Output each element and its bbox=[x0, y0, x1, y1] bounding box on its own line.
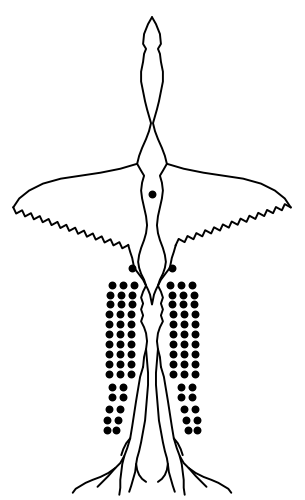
Point bbox=[107, 370, 112, 378]
Point bbox=[107, 320, 112, 328]
Point bbox=[107, 330, 112, 338]
Point bbox=[129, 350, 134, 358]
Point bbox=[189, 382, 194, 390]
Point bbox=[170, 320, 175, 328]
Point bbox=[192, 320, 197, 328]
Point bbox=[107, 404, 112, 412]
Point bbox=[180, 300, 185, 308]
Point bbox=[192, 404, 197, 412]
Point bbox=[183, 416, 188, 424]
Point bbox=[192, 330, 197, 338]
Point bbox=[178, 280, 183, 288]
Point bbox=[119, 290, 124, 298]
Point bbox=[191, 300, 196, 308]
Point bbox=[107, 310, 112, 318]
Point bbox=[108, 300, 113, 308]
Point bbox=[181, 310, 186, 318]
Point bbox=[118, 404, 123, 412]
Point bbox=[192, 370, 197, 378]
Point bbox=[110, 382, 115, 390]
Point bbox=[170, 330, 175, 338]
Point bbox=[110, 392, 115, 400]
Point bbox=[181, 350, 186, 358]
Point bbox=[118, 330, 123, 338]
Point bbox=[149, 190, 154, 198]
Point bbox=[169, 290, 174, 298]
Point bbox=[119, 300, 124, 308]
Point bbox=[189, 392, 194, 400]
Point bbox=[132, 280, 137, 288]
Point bbox=[170, 350, 175, 358]
Point bbox=[180, 290, 185, 298]
Point bbox=[129, 360, 134, 368]
Point bbox=[181, 360, 186, 368]
Point bbox=[181, 404, 186, 412]
Point bbox=[118, 310, 123, 318]
Point bbox=[121, 392, 126, 400]
Point bbox=[129, 310, 134, 318]
Point bbox=[114, 426, 119, 434]
Point bbox=[169, 264, 174, 272]
Point bbox=[191, 290, 196, 298]
Point bbox=[178, 392, 183, 400]
Point bbox=[170, 340, 175, 348]
Point bbox=[105, 426, 110, 434]
Point bbox=[189, 280, 194, 288]
Point bbox=[170, 310, 175, 318]
Point bbox=[130, 290, 135, 298]
Point bbox=[181, 320, 186, 328]
Point bbox=[181, 340, 186, 348]
Point bbox=[116, 416, 121, 424]
Point bbox=[118, 340, 123, 348]
Point bbox=[130, 300, 135, 308]
Point bbox=[181, 370, 186, 378]
Point bbox=[194, 416, 199, 424]
Point bbox=[181, 330, 186, 338]
Point bbox=[185, 426, 190, 434]
Point bbox=[107, 350, 112, 358]
Point bbox=[107, 360, 112, 368]
Point bbox=[169, 300, 174, 308]
Point bbox=[192, 350, 197, 358]
Point bbox=[129, 340, 134, 348]
Point bbox=[105, 416, 110, 424]
Point bbox=[107, 340, 112, 348]
Point bbox=[130, 264, 135, 272]
Point bbox=[192, 360, 197, 368]
Point bbox=[178, 382, 183, 390]
Point bbox=[108, 290, 113, 298]
Point bbox=[118, 370, 123, 378]
Point bbox=[110, 280, 115, 288]
Point bbox=[192, 340, 197, 348]
Point bbox=[167, 280, 172, 288]
Point bbox=[118, 360, 123, 368]
Point bbox=[192, 310, 197, 318]
Point bbox=[121, 382, 126, 390]
Point bbox=[170, 370, 175, 378]
Point bbox=[121, 280, 126, 288]
Point bbox=[118, 320, 123, 328]
Point bbox=[194, 426, 199, 434]
Point bbox=[129, 320, 134, 328]
Point bbox=[129, 370, 134, 378]
Point bbox=[129, 330, 134, 338]
Point bbox=[170, 360, 175, 368]
Point bbox=[118, 350, 123, 358]
